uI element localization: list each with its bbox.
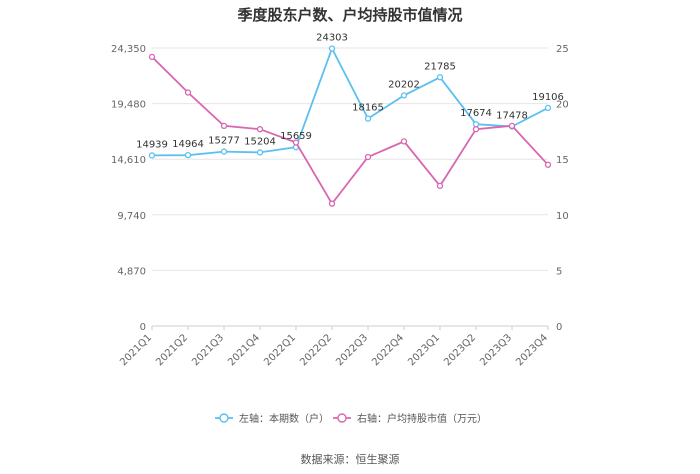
x-axis-tick-label: 2022Q4 — [370, 332, 406, 368]
series-2-point[interactable] — [292, 139, 300, 146]
legend-marker-1[interactable] — [219, 413, 229, 423]
series-1-point[interactable] — [400, 92, 408, 99]
x-axis-tick-label: 2022Q1 — [262, 332, 298, 368]
data-label: 17478 — [496, 110, 528, 121]
series-1-point[interactable] — [364, 115, 372, 122]
right-axis-tick-label: 5 — [556, 266, 562, 277]
data-label: 15277 — [208, 136, 240, 147]
series-2-point[interactable] — [544, 161, 552, 168]
series-2-point[interactable] — [328, 200, 336, 207]
right-axis-tick-label: 20 — [556, 100, 569, 111]
data-label: 14939 — [136, 139, 168, 150]
x-axis-tick-label: 2022Q2 — [298, 332, 334, 368]
x-axis-tick-label: 2021Q3 — [190, 332, 226, 368]
series-2-point[interactable] — [184, 89, 192, 96]
right-axis-tick-label: 15 — [556, 155, 569, 166]
x-axis-tick-label: 2022Q3 — [334, 332, 370, 368]
x-axis-tick-label: 2023Q3 — [478, 332, 514, 368]
right-axis-tick-label: 25 — [556, 44, 569, 55]
series-line-2 — [151, 56, 549, 206]
series-lines — [148, 45, 552, 207]
series-1-point[interactable] — [184, 152, 192, 159]
data-label: 21785 — [424, 61, 456, 72]
axes: 0 0 4,870 5 9,740 10 14,610 15 19,480 20 24,350 25 2… — [111, 44, 569, 368]
series-2-point[interactable] — [220, 122, 228, 129]
data-label: 20202 — [388, 79, 420, 90]
data-label: 18165 — [352, 103, 384, 114]
left-axis-tick-label: 14,610 — [111, 155, 146, 166]
series-2-point[interactable] — [400, 138, 408, 145]
series-1-point[interactable] — [220, 148, 228, 155]
x-axis-tick-label: 2023Q2 — [442, 332, 478, 368]
legend[interactable]: 左轴：本期数（户） 右轴：户均持股市值（万元） — [215, 412, 487, 425]
series-line-1 — [151, 46, 549, 157]
right-axis-tick-label: 0 — [556, 322, 562, 333]
left-axis-tick-label: 4,870 — [117, 266, 146, 277]
data-label: 14964 — [172, 139, 204, 150]
series-2-point[interactable] — [436, 182, 444, 190]
data-label: 15659 — [280, 131, 312, 142]
series-1-point[interactable] — [472, 121, 480, 128]
series-2-point[interactable] — [472, 126, 480, 133]
left-axis-tick-label: 9,740 — [117, 211, 146, 222]
legend-label-1[interactable]: 左轴：本期数（户） — [239, 412, 329, 425]
series-1-point[interactable] — [148, 152, 156, 159]
left-axis-tick-label: 0 — [140, 322, 146, 333]
data-label: 17674 — [460, 108, 492, 119]
data-label: 19106 — [532, 92, 564, 103]
data-label: 24303 — [316, 33, 348, 44]
legend-label-2[interactable]: 右轴：户均持股市值（万元） — [357, 412, 487, 425]
series-1-point[interactable] — [436, 74, 444, 81]
chart-title: 季度股东户数、户均持股市值情况 — [237, 6, 462, 24]
series-2-point[interactable] — [508, 122, 516, 129]
series-1-point[interactable] — [544, 104, 552, 112]
x-axis-tick-label: 2021Q2 — [154, 332, 190, 368]
right-axis-tick-label: 10 — [556, 211, 569, 222]
data-label: 15204 — [244, 136, 276, 147]
series-2-point[interactable] — [148, 53, 156, 61]
series-2-point[interactable] — [256, 126, 264, 133]
left-axis-tick-label: 19,480 — [111, 100, 146, 111]
x-axis-tick-label: 2023Q1 — [406, 332, 442, 368]
gridlines — [152, 47, 548, 327]
x-axis-tick-label: 2021Q1 — [118, 332, 154, 368]
x-axis-tick-label: 2023Q4 — [514, 332, 550, 368]
left-axis-tick-label: 24,350 — [111, 44, 146, 55]
data-labels: 14939 14964 15277 15204 15659 24303 18165 20202… — [136, 33, 564, 151]
x-axis-tick-label: 2021Q4 — [226, 332, 262, 368]
series-2-point[interactable] — [364, 153, 372, 161]
series-1-point[interactable] — [256, 149, 264, 156]
series-1-point[interactable] — [328, 45, 336, 52]
legend-marker-2[interactable] — [337, 413, 347, 423]
source-note: 数据来源：恒生聚源 — [301, 452, 400, 466]
